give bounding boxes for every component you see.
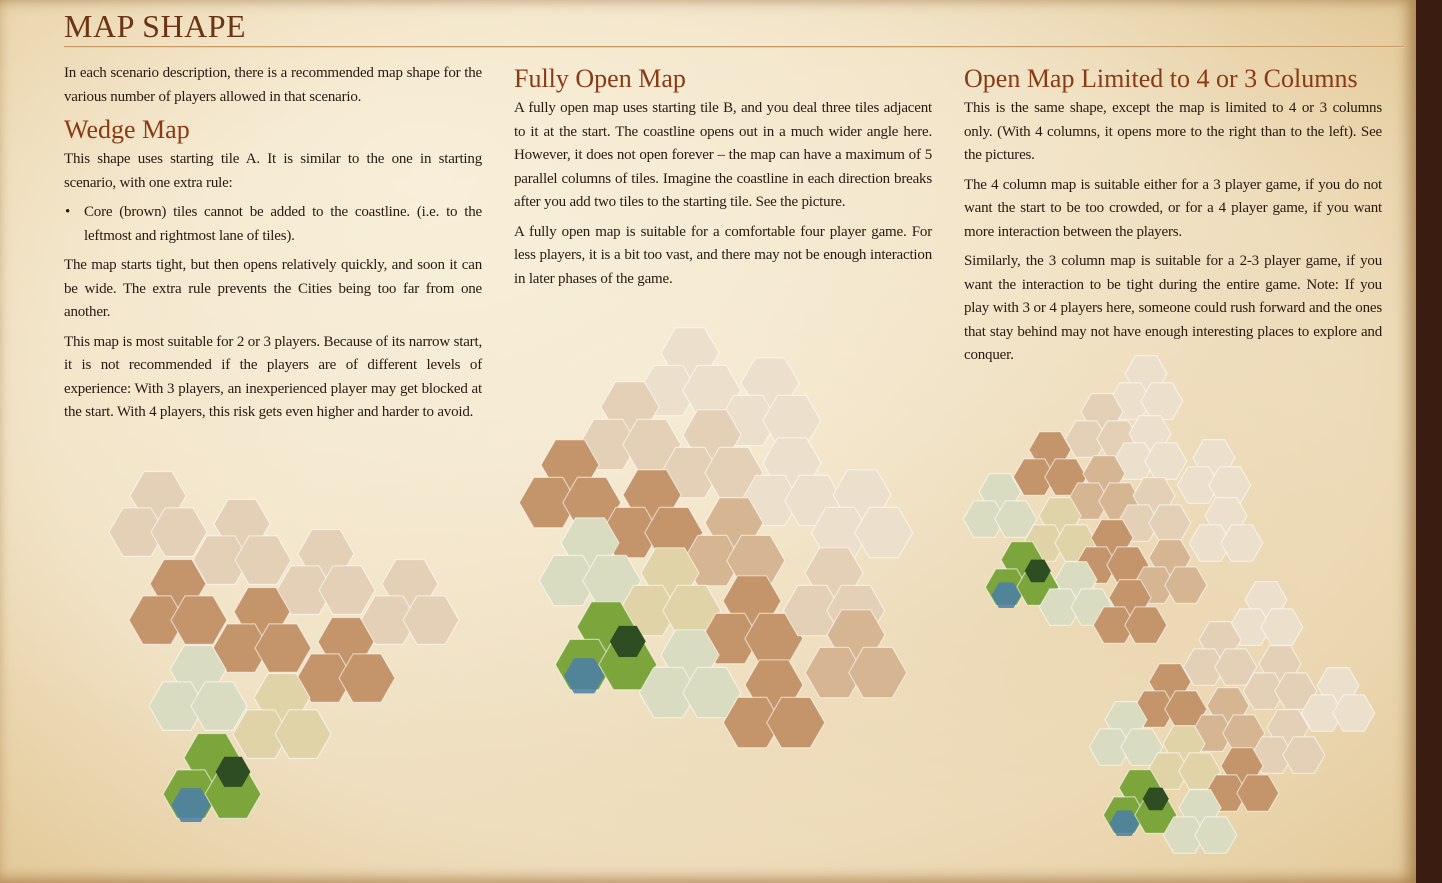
open-tile-9	[810, 469, 914, 559]
col4-tile-1	[1108, 355, 1184, 420]
open-tile-3	[578, 381, 682, 471]
col4-tile-12	[1188, 497, 1264, 562]
col4-tile-14	[1038, 561, 1114, 626]
wedge-tile-4	[360, 558, 460, 645]
fully-open-map-heading: Fully Open Map	[514, 64, 686, 93]
wedge-map-heading: Wedge Map	[64, 115, 190, 144]
column-limited-map: Open Map Limited to 4 or 3 Columns This …	[964, 64, 1382, 374]
open-tile-10	[538, 517, 642, 607]
open-tile-15	[638, 629, 742, 719]
fully-open-paragraph-1: A fully open map uses starting tile B, a…	[514, 100, 932, 210]
limited-paragraph-1: This is the same shape, except the map i…	[964, 100, 1382, 163]
limited-map-heading: Open Map Limited to 4 or 3 Columns	[964, 64, 1358, 93]
open-tile-16	[722, 659, 826, 749]
open-tile-14	[554, 601, 658, 694]
column-fully-open-map: Fully Open Map A fully open map uses sta…	[514, 64, 932, 297]
column-wedge-map: In each scenario description, there is a…	[64, 62, 482, 431]
col3-tile-8	[1088, 701, 1164, 766]
wedge-rule-bullet: Core (brown) tiles cannot be added to th…	[65, 201, 482, 248]
wedge-paragraph-3: This map is most suitable for 2 or 3 pla…	[64, 333, 482, 421]
limited-paragraph-3: Similarly, the 3 column map is suitable …	[964, 253, 1382, 363]
open-tile-6	[518, 439, 622, 529]
wedge-tile-10	[162, 732, 262, 822]
wedge-tile-5	[128, 558, 228, 645]
col3-tile-4	[1300, 667, 1376, 732]
open-tile-11	[618, 547, 722, 637]
wedge-tile-9	[232, 672, 332, 759]
page-title: MAP SHAPE	[64, 8, 247, 44]
col3-tile-9	[1146, 725, 1222, 790]
wedge-tile-3	[276, 528, 376, 615]
col4-tile-8	[962, 473, 1038, 538]
wedge-tile-2	[192, 498, 292, 585]
title-divider	[64, 46, 1404, 48]
col4-tile-15	[1092, 579, 1168, 644]
col3-tile-11	[1102, 769, 1178, 836]
wedge-rule-list: Core (brown) tiles cannot be added to th…	[64, 201, 482, 248]
wedge-paragraph-2: The map starts tight, but then opens rel…	[64, 257, 482, 320]
col3-tile-3	[1242, 645, 1318, 710]
wedge-tile-1	[108, 470, 208, 557]
col3-tile-1	[1228, 581, 1304, 646]
col3-tile-12	[1162, 789, 1238, 854]
intro-paragraph: In each scenario description, there is a…	[64, 65, 482, 105]
wedge-tile-7	[296, 616, 396, 703]
wedge-tile-6	[212, 586, 312, 673]
wedge-tile-8	[148, 644, 248, 731]
open-tile-17	[804, 609, 908, 699]
limited-paragraph-2: The 4 column map is suitable either for …	[964, 176, 1382, 240]
wedge-paragraph-1: This shape uses starting tile A. It is s…	[64, 151, 482, 191]
col4-tile-7	[1176, 439, 1252, 504]
col4-tile-3	[1112, 415, 1188, 480]
fully-open-paragraph-2: A fully open map is suitable for a comfo…	[514, 223, 932, 287]
